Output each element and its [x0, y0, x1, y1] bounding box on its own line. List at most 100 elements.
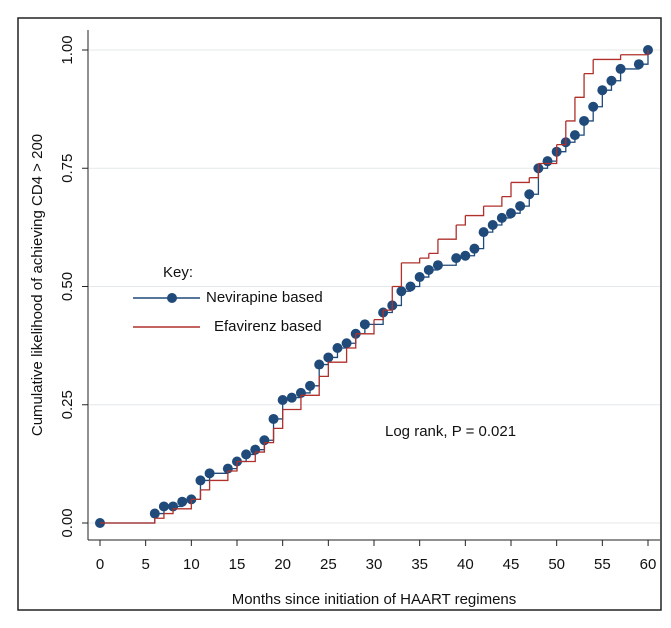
data-point — [423, 264, 434, 275]
step-segment — [465, 206, 485, 217]
data-point — [286, 392, 297, 403]
step-segment — [529, 163, 540, 179]
legend-title: Key: — [163, 264, 193, 281]
data-point — [496, 212, 507, 223]
data-point — [606, 75, 617, 86]
step-segment — [173, 499, 192, 510]
data-point — [460, 250, 471, 261]
data-point — [323, 352, 334, 363]
step-segment — [501, 182, 512, 198]
step-segment — [383, 286, 393, 311]
step-segment — [374, 310, 384, 321]
step-segment — [593, 54, 622, 61]
data-point — [451, 253, 462, 264]
data-point — [268, 413, 279, 424]
data-point — [515, 201, 526, 212]
step-segment — [428, 239, 439, 255]
legend-label: Nevirapine based — [206, 289, 323, 306]
x-tick-label: 30 — [366, 556, 383, 573]
data-point — [633, 59, 644, 70]
step-segment — [483, 196, 503, 207]
x-tick-label: 50 — [548, 556, 565, 573]
step-segment — [227, 461, 238, 472]
x-tick-label: 45 — [503, 556, 520, 573]
data-point — [597, 85, 608, 96]
x-tick-label: 60 — [640, 556, 657, 573]
data-point — [396, 286, 407, 297]
step-segment — [556, 120, 567, 146]
data-point — [588, 101, 599, 112]
step-segment — [237, 452, 256, 463]
step-segment — [209, 470, 229, 482]
step-segment — [538, 144, 558, 165]
data-point — [569, 130, 580, 141]
step-segment — [273, 409, 284, 430]
x-tick-label: 5 — [141, 556, 149, 573]
x-tick-label: 40 — [457, 556, 474, 573]
x-tick-label: 25 — [320, 556, 337, 573]
y-tick-label: 0.50 — [59, 272, 76, 301]
data-point — [506, 208, 516, 219]
annotation: Log rank, P = 0.021 — [385, 423, 516, 440]
data-point — [432, 260, 443, 271]
data-point — [305, 380, 316, 391]
data-point — [579, 115, 590, 126]
data-point — [314, 359, 325, 370]
data-point — [524, 189, 535, 200]
step-segment — [255, 442, 266, 453]
step-segment — [319, 362, 329, 378]
step-segment — [200, 480, 211, 491]
x-axis-label: Months since initiation of HAART regimen… — [232, 591, 517, 608]
step-segment — [154, 513, 165, 519]
step-segment — [511, 177, 530, 184]
data-point — [158, 501, 169, 512]
data-point — [542, 156, 553, 167]
data-point — [195, 475, 206, 486]
data-point — [615, 63, 626, 74]
x-tick-label: 0 — [96, 556, 104, 573]
y-tick-label: 0.00 — [59, 508, 76, 537]
x-tick-label: 15 — [229, 556, 246, 573]
step-segment — [574, 73, 585, 98]
step-segment — [456, 215, 466, 226]
data-point — [405, 281, 416, 292]
step-segment — [584, 59, 594, 75]
step-segment — [401, 258, 421, 264]
step-segment — [163, 508, 174, 515]
frame — [17, 17, 662, 611]
step-segment — [437, 225, 457, 240]
y-tick-label: 1.00 — [59, 35, 76, 64]
step-segment — [300, 376, 320, 396]
step-segment — [328, 347, 348, 363]
data-point — [469, 243, 480, 254]
data-point — [478, 227, 489, 238]
data-point — [241, 449, 252, 460]
x-tick-label: 35 — [411, 556, 428, 573]
x-tick-label: 10 — [183, 556, 200, 573]
x-tick-label: 55 — [594, 556, 611, 573]
step-segment — [346, 333, 357, 349]
step-segment — [282, 395, 302, 411]
step-segment — [100, 518, 156, 524]
data-point — [487, 220, 498, 231]
data-point — [332, 342, 343, 353]
step-segment — [620, 50, 649, 56]
x-tick-label: 20 — [274, 556, 291, 573]
y-tick-label: 0.75 — [59, 154, 76, 183]
y-axis-label: Cumulative likelihood of achieving CD4 >… — [29, 134, 46, 436]
step-segment — [419, 253, 430, 259]
step-segment — [264, 428, 275, 444]
data-point — [204, 468, 215, 479]
step-segment — [191, 489, 202, 500]
y-tick-label: 0.25 — [59, 390, 76, 419]
legend-label: Efavirenz based — [214, 318, 322, 335]
data-point — [341, 338, 352, 349]
step-segment — [565, 97, 576, 122]
data-point — [359, 319, 370, 330]
step-segment — [392, 262, 403, 288]
data-point — [277, 395, 288, 406]
data-point — [149, 508, 160, 519]
data-point — [177, 496, 188, 507]
data-point — [414, 272, 425, 283]
